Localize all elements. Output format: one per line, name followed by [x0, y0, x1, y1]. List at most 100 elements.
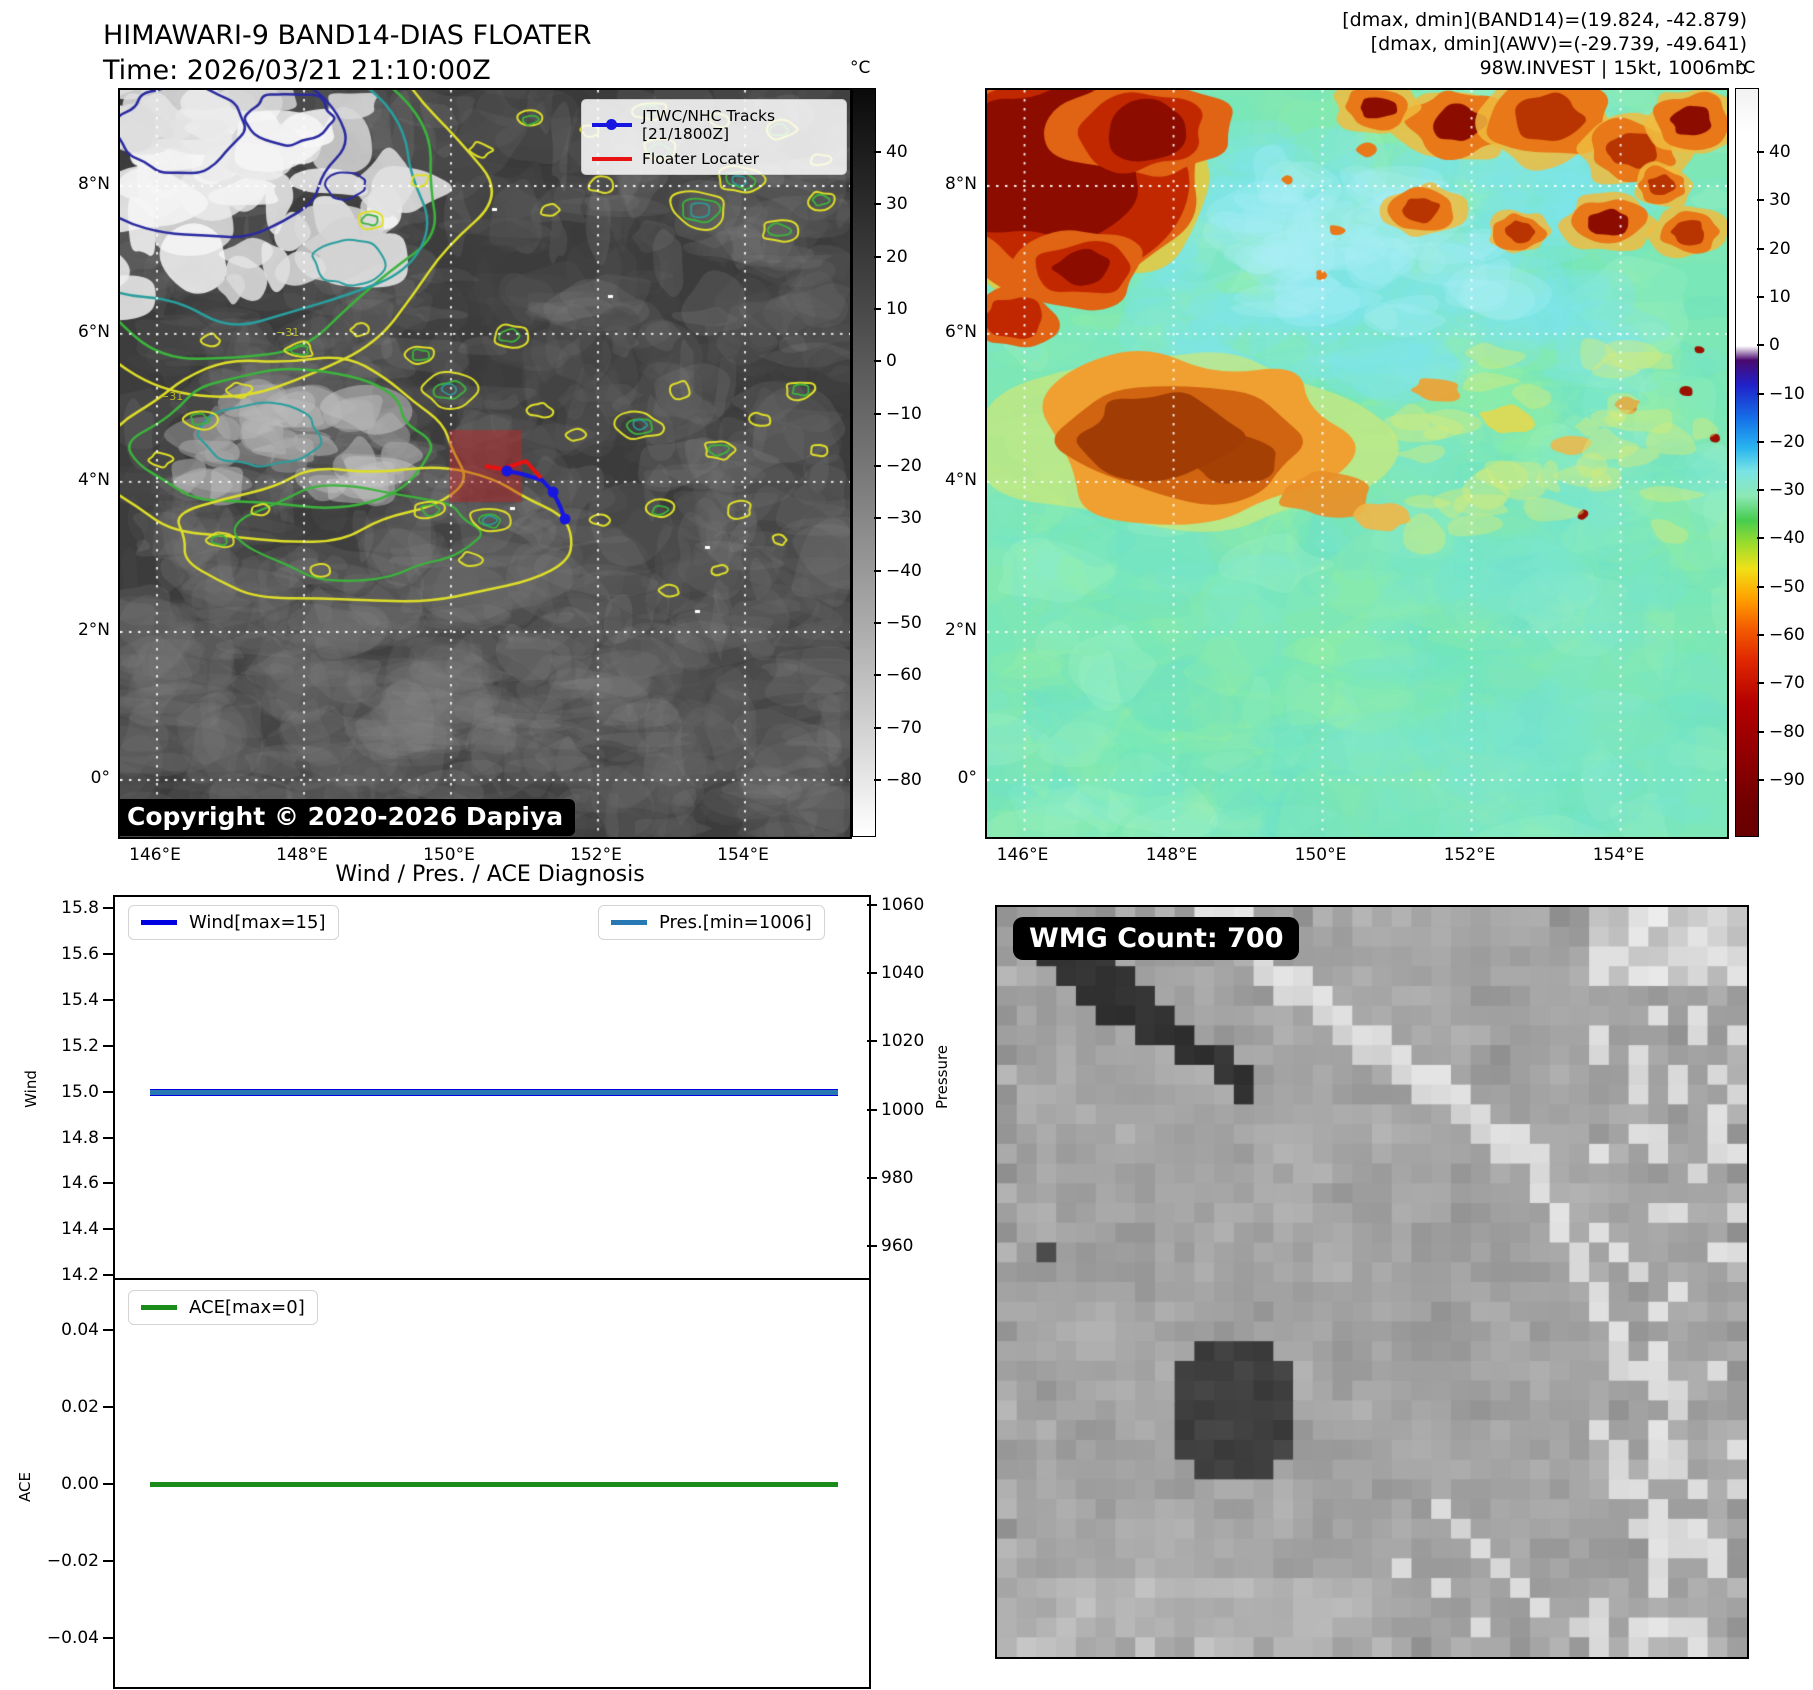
- lat-tick-label: 6°N: [944, 321, 977, 342]
- awv-colorbar-tick: 10: [1769, 286, 1791, 307]
- ace-tick-label: −0.02: [46, 1551, 99, 1571]
- lat-tick-label: 0°: [957, 768, 977, 788]
- tr-header: [dmax, dmin](BAND14)=(19.824, -42.879) […: [1342, 8, 1747, 80]
- band14-colorbar-tick: 20: [886, 246, 908, 267]
- pressure-axis-label: Pressure: [933, 1044, 952, 1110]
- pressure-tickmark: [867, 1108, 877, 1112]
- band14-colorbar-tickmark: [874, 412, 881, 415]
- wind-axis-label: Wind: [21, 1070, 40, 1108]
- ace-tickmark: [103, 1328, 113, 1332]
- band14-colorbar-tick: −60: [886, 665, 922, 686]
- pressure-tickmark: [867, 903, 877, 907]
- lon-tick-label: 146°E: [129, 845, 181, 865]
- wind-tickmark: [103, 906, 113, 910]
- awv-colorbar-tick: 40: [1769, 142, 1791, 162]
- pressure-tick-label: 1040: [881, 963, 925, 983]
- pressure-tickmark: [867, 1039, 877, 1043]
- ace-line: [150, 1482, 838, 1487]
- pressure-tick-label: 960: [881, 1236, 914, 1256]
- band14-colorbar-tickmark: [874, 360, 881, 363]
- awv-satellite-map: [985, 88, 1729, 839]
- pressure-tick-label: 980: [881, 1168, 914, 1188]
- wind-tick-label: 15.2: [61, 1036, 99, 1056]
- lon-tick-label: 152°E: [1443, 845, 1496, 865]
- band14-colorbar-tickmark: [874, 778, 881, 781]
- tracks-legend-label: JTWC/NHC Tracks [21/1800Z]: [642, 107, 776, 143]
- band14-colorbar-tickmark: [874, 307, 881, 310]
- pressure-legend: Pres.[min=1006]: [598, 905, 825, 940]
- wind-tick-label: 14.6: [61, 1173, 99, 1193]
- ace-tick-label: 0.04: [61, 1320, 99, 1340]
- band14-time: Time: 2026/03/21 21:10:00Z: [103, 55, 491, 86]
- lon-tick-label: 154°E: [717, 845, 769, 865]
- wind-tickmark: [103, 1273, 113, 1277]
- awv-colorbar-tickmark: [1757, 295, 1764, 298]
- lon-tick-label: 148°E: [1145, 845, 1198, 865]
- band14-colorbar-tick: −70: [886, 717, 922, 738]
- invest-status: 98W.INVEST | 15kt, 1006mb: [1479, 57, 1747, 79]
- pressure-tickmark: [867, 1244, 877, 1248]
- band14-colorbar-tickmark: [874, 517, 881, 520]
- awv-colorbar-tickmark: [1757, 247, 1764, 250]
- wind-tickmark: [103, 952, 113, 956]
- wind-tick-label: 14.8: [61, 1128, 99, 1148]
- wind-sample: [141, 920, 177, 925]
- contour-label: −31: [160, 390, 184, 403]
- band14-colorbar-tickmark: [874, 674, 881, 677]
- pressure-tick-label: 1060: [881, 895, 925, 915]
- wind-tickmark: [103, 1227, 113, 1231]
- ace-tick-label: 0.02: [61, 1397, 99, 1417]
- awv-colorbar-tickmark: [1757, 585, 1764, 588]
- floater-line-sample: [592, 157, 632, 161]
- ace-tickmark: [103, 1559, 113, 1563]
- panel-title: HIMAWARI-9 BAND14-DIAS FLOATER Time: 202…: [103, 18, 592, 88]
- dmax-dmin-awv: [dmax, dmin](AWV)=(-29.739, -49.641): [1370, 33, 1747, 55]
- band14-colorbar-tick: 0: [886, 351, 897, 372]
- awv-colorbar-tickmark: [1757, 440, 1764, 443]
- contour-label: −31: [276, 326, 300, 339]
- lat-tick-label: 8°N: [77, 173, 110, 194]
- band14-colorbar-tick: −20: [886, 455, 922, 476]
- awv-colorbar-tickmark: [1757, 682, 1764, 685]
- ace-tickmark: [103, 1405, 113, 1409]
- copyright-badge: Copyright © 2020-2026 Dapiya: [119, 799, 576, 836]
- legend-row-floater: Floater Locater: [592, 150, 836, 168]
- wind-tickmark: [103, 1181, 113, 1185]
- band14-colorbar-tickmark: [874, 726, 881, 729]
- awv-colorbar-tick: 20: [1769, 238, 1791, 259]
- wind-tickmark: [103, 998, 113, 1002]
- wind-tickmark: [103, 1136, 113, 1140]
- pressure-tickmark: [867, 971, 877, 975]
- awv-colorbar-tickmark: [1757, 392, 1764, 395]
- ace-tickmark: [103, 1636, 113, 1640]
- wind-tick-label: 15.4: [61, 990, 99, 1010]
- lat-tick-label: 2°N: [944, 620, 977, 641]
- band14-colorbar-tick: −40: [886, 560, 922, 581]
- awv-colorbar-tickmark: [1757, 489, 1764, 492]
- awv-colorbar-tick: 0: [1769, 335, 1780, 356]
- lon-tick-label: 148°E: [276, 845, 328, 865]
- awv-colorbar: [1735, 88, 1759, 837]
- awv-colorbar-tick: 30: [1769, 190, 1791, 211]
- lon-tick-label: 146°E: [996, 845, 1049, 865]
- pressure-tick-label: 1000: [881, 1100, 925, 1120]
- ace-sample: [141, 1305, 177, 1310]
- ace-legend-label: ACE[max=0]: [189, 1297, 305, 1318]
- awv-colorbar-tick: −60: [1769, 625, 1805, 646]
- track-marker-icon: [606, 119, 617, 130]
- awv-colorbar-tick: −70: [1769, 673, 1805, 694]
- wind-tick-label: 15.0: [61, 1082, 99, 1102]
- awv-colorbar-tickmark: [1757, 779, 1764, 782]
- awv-colorbar-tick: −30: [1769, 480, 1805, 501]
- pressure-tickmark: [867, 1176, 877, 1180]
- band14-title: HIMAWARI-9 BAND14-DIAS FLOATER: [103, 20, 592, 51]
- lat-tick-label: 4°N: [77, 469, 110, 490]
- lat-tick-label: 0°: [90, 768, 110, 788]
- band14-colorbar: [852, 88, 876, 837]
- wind-legend: Wind[max=15]: [128, 905, 339, 940]
- wind-tick-label: 14.4: [61, 1219, 99, 1239]
- wind-tickmark: [103, 1044, 113, 1048]
- lat-tick-label: 4°N: [944, 469, 977, 490]
- pressure-line: [150, 1090, 838, 1095]
- ace-axis-label: ACE: [15, 1472, 34, 1502]
